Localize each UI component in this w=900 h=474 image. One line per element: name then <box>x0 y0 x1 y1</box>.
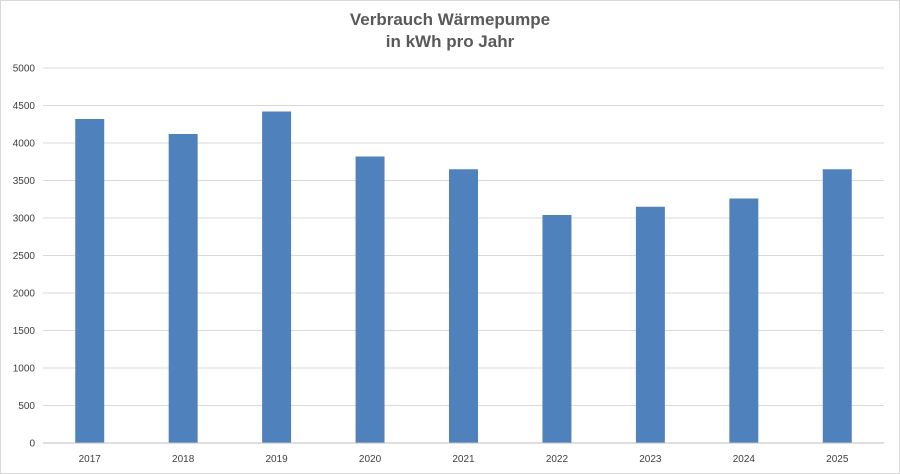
x-tick-label: 2024 <box>733 454 756 465</box>
bar <box>635 206 665 443</box>
bar <box>542 215 572 443</box>
y-tick-label: 1500 <box>13 326 36 337</box>
chart-title-line2: in kWh pro Jahr <box>385 32 515 51</box>
chart-title: Verbrauch Wärmepumpe in kWh pro Jahr <box>1 9 899 53</box>
bar <box>262 111 292 443</box>
y-tick-label: 4500 <box>13 101 36 112</box>
y-tick-label: 2000 <box>13 289 36 300</box>
tick-labels: 0 500 1000 1500 2000 2500 3000 3500 4000 4500 5000… <box>13 64 849 466</box>
bar <box>168 134 198 443</box>
x-tick-label: 2020 <box>359 454 382 465</box>
y-tick-label: 4000 <box>13 139 36 150</box>
bar <box>75 119 105 443</box>
chart-title-line1: Verbrauch Wärmepumpe <box>349 10 551 29</box>
x-tick-label: 2022 <box>546 454 569 465</box>
x-tick-label: 2017 <box>79 454 102 465</box>
bar <box>449 169 478 443</box>
bar <box>355 156 385 443</box>
bars <box>75 111 852 443</box>
y-tick-label: 0 <box>29 439 35 450</box>
x-tick-label: 2025 <box>826 454 849 465</box>
y-tick-label: 2500 <box>13 251 36 262</box>
y-tick-label: 1000 <box>13 364 36 375</box>
y-tick-label: 3500 <box>13 176 36 187</box>
bar <box>729 198 759 443</box>
y-tick-label: 3000 <box>13 214 36 225</box>
bar <box>822 169 852 443</box>
x-tick-label: 2019 <box>265 454 288 465</box>
x-tick-label: 2021 <box>452 454 475 465</box>
y-tick-label: 500 <box>18 401 35 412</box>
x-tick-label: 2023 <box>639 454 662 465</box>
x-tick-label: 2018 <box>172 454 195 465</box>
y-tick-label: 5000 <box>13 64 36 75</box>
